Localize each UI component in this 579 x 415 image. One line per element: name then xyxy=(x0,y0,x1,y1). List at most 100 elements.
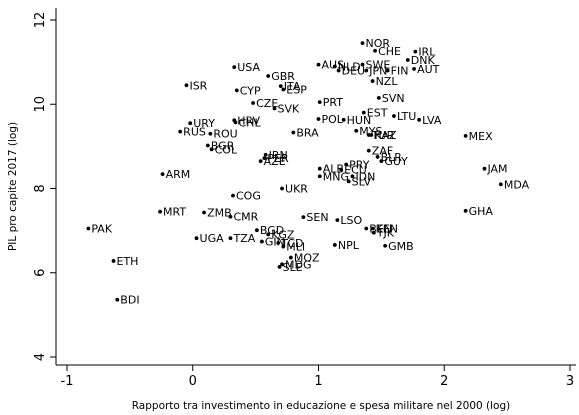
data-point-label: CHL xyxy=(239,116,262,129)
data-point xyxy=(463,208,468,213)
data-point-label: TJK xyxy=(376,227,395,240)
data-point-label: ALB xyxy=(323,163,344,176)
data-point xyxy=(413,49,418,54)
data-point-label: TCD xyxy=(280,237,303,250)
data-point xyxy=(258,159,263,164)
data-point-label: IRL xyxy=(418,46,436,59)
data-point xyxy=(111,259,116,263)
data-point-label: TZA xyxy=(232,232,255,245)
data-point-label: UKR xyxy=(285,183,308,196)
data-point-label: LVA xyxy=(422,114,442,127)
data-point-label: SEN xyxy=(306,211,328,224)
data-point-label: BGD xyxy=(260,224,284,237)
data-point-label: ZMB xyxy=(207,207,232,220)
data-point xyxy=(234,88,239,93)
data-point-label: DEU xyxy=(342,65,365,78)
data-point-label: ESP xyxy=(286,84,307,97)
data-point-label: HUN xyxy=(347,114,372,127)
data-point-label: ROU xyxy=(213,128,237,141)
data-point-label: SVN xyxy=(382,92,405,105)
data-point xyxy=(184,83,189,88)
data-point xyxy=(277,264,282,269)
data-point xyxy=(272,106,277,111)
data-point xyxy=(375,155,380,159)
data-point-label: ETH xyxy=(117,255,139,268)
y-tick-label: 12 xyxy=(33,12,48,29)
data-point-label: SWE xyxy=(366,59,391,72)
data-point-label: SLE xyxy=(283,261,303,274)
data-point xyxy=(370,79,375,83)
data-point xyxy=(301,215,306,220)
data-point xyxy=(281,244,286,249)
data-point xyxy=(208,131,213,136)
data-point xyxy=(178,129,183,134)
data-point xyxy=(233,120,238,125)
data-point-label: FIN xyxy=(391,65,409,78)
data-point-label: CHE xyxy=(378,45,401,58)
data-point xyxy=(188,121,193,126)
data-point-label: MEX xyxy=(469,130,493,143)
data-point xyxy=(364,68,369,73)
data-point xyxy=(86,226,91,231)
data-point xyxy=(366,133,371,137)
data-point xyxy=(383,243,388,248)
data-point-label: GUY xyxy=(384,155,408,168)
y-tick-label: 4 xyxy=(33,353,48,361)
data-point xyxy=(376,96,381,100)
data-point xyxy=(498,182,503,187)
data-point-label: MDG xyxy=(285,258,312,271)
data-point xyxy=(350,174,355,179)
data-point xyxy=(316,62,321,67)
data-point-label: POL xyxy=(322,113,344,126)
data-point xyxy=(332,243,337,247)
data-point xyxy=(373,48,377,53)
data-point xyxy=(232,65,237,70)
data-point xyxy=(360,41,365,46)
data-point-label: PAK xyxy=(91,223,112,236)
data-point-label: EST xyxy=(367,107,388,120)
data-point xyxy=(344,162,349,167)
data-point-label: SLV xyxy=(352,175,372,188)
data-point-label: AUT xyxy=(417,63,440,76)
data-point-label: SVK xyxy=(277,102,300,115)
data-point-label: CZE xyxy=(256,97,278,110)
data-point-label: ARM xyxy=(166,168,191,181)
data-point-label: KEN xyxy=(376,223,398,236)
data-point-label: PRY xyxy=(349,158,370,171)
data-point xyxy=(341,117,346,122)
data-point-label: LTU xyxy=(397,110,416,123)
data-point xyxy=(482,166,487,171)
data-point xyxy=(266,232,271,237)
x-tick-label: 3 xyxy=(566,374,574,389)
data-point xyxy=(385,68,390,73)
data-point-label: COG xyxy=(236,190,261,203)
data-point-label: ZAF xyxy=(372,145,393,158)
data-point xyxy=(228,236,233,241)
data-point xyxy=(332,64,337,69)
data-point xyxy=(354,128,359,133)
data-point-label: ISR xyxy=(189,79,207,92)
data-point-label: DNK xyxy=(411,54,436,67)
data-point xyxy=(254,228,259,233)
data-point-label: UGA xyxy=(200,232,225,245)
data-point xyxy=(405,58,410,62)
data-point-label: KGZ xyxy=(271,228,295,241)
data-point xyxy=(379,159,384,164)
data-point xyxy=(251,101,256,105)
data-point xyxy=(364,226,369,231)
data-point-label: RUS xyxy=(183,126,206,139)
data-point xyxy=(371,230,376,235)
data-point xyxy=(278,84,283,89)
data-point xyxy=(366,148,371,153)
x-tick-label: 2 xyxy=(440,374,448,389)
data-point-label: GHA xyxy=(469,205,494,218)
data-point xyxy=(335,218,340,222)
data-point-label: MYS xyxy=(359,125,382,138)
data-point-label: BDI xyxy=(120,294,139,307)
data-point xyxy=(276,240,281,245)
data-point-label: BLR xyxy=(381,151,403,164)
data-point-label: IDN xyxy=(355,170,375,183)
data-point xyxy=(280,262,284,267)
